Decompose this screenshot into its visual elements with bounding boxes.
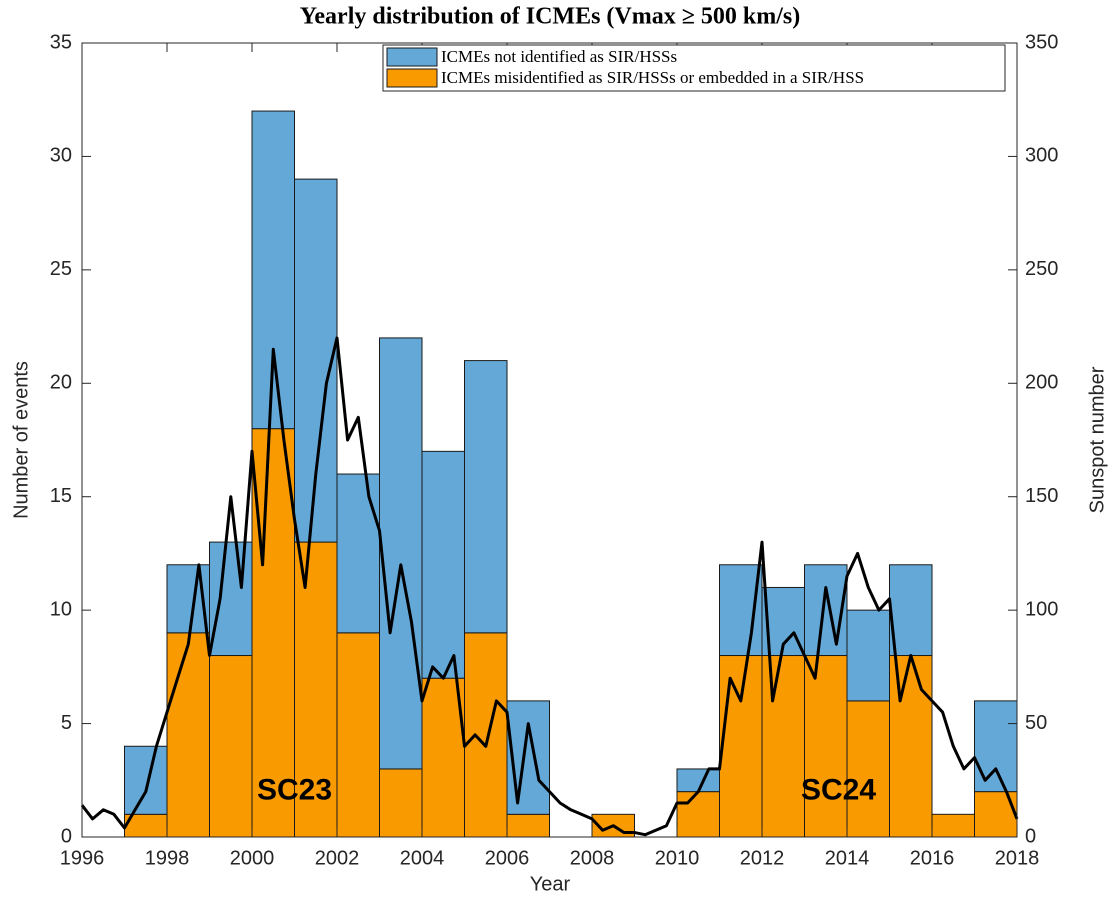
y2-tick-label: 0: [1025, 825, 1036, 847]
legend-label: ICMEs not identified as SIR/HSSs: [441, 47, 677, 66]
bar: [209, 655, 253, 838]
bar: [294, 541, 338, 838]
bar: [719, 564, 763, 657]
bar: [761, 655, 805, 838]
y-tick-label: 20: [50, 372, 72, 394]
bar: [464, 632, 508, 838]
bar: [336, 632, 380, 838]
x-tick-label: 2004: [400, 847, 445, 869]
bar: [846, 700, 890, 838]
chart-title: Yearly distribution of ICMEs (Vmax ≥ 500…: [300, 4, 801, 30]
x-tick-label: 2012: [740, 847, 785, 869]
y-tick-label: 15: [50, 485, 72, 507]
annotation: SC23: [257, 774, 332, 807]
bar: [846, 609, 890, 702]
y-axis-label: Number of events: [10, 361, 32, 519]
bar: [931, 813, 975, 838]
bar: [379, 768, 423, 838]
y-tick-label: 10: [50, 598, 72, 620]
bar: [804, 564, 848, 657]
legend-swatch: [386, 47, 438, 67]
legend-label: ICMEs misidentified as SIR/HSSs or embed…: [441, 68, 864, 87]
x-axis-label: Year: [530, 873, 571, 895]
y2-tick-label: 200: [1025, 372, 1058, 394]
y-tick-label: 5: [61, 712, 72, 734]
x-tick-label: 2014: [825, 847, 870, 869]
legend-box: [382, 44, 1006, 92]
x-tick-label: 2008: [570, 847, 615, 869]
x-tick-label: 1996: [60, 847, 105, 869]
bar: [804, 655, 848, 838]
bar: [251, 110, 295, 430]
y2-tick-label: 150: [1025, 485, 1058, 507]
y-tick-label: 30: [50, 145, 72, 167]
x-tick-label: 2006: [485, 847, 530, 869]
bar: [506, 700, 550, 815]
bar: [421, 450, 465, 679]
y2-axis-label: Sunspot number: [1086, 366, 1108, 513]
annotation: SC24: [801, 774, 876, 807]
x-tick-label: 2000: [230, 847, 275, 869]
x-tick-label: 2018: [995, 847, 1040, 869]
bar: [209, 541, 253, 657]
bar: [719, 655, 763, 838]
y-tick-label: 0: [61, 825, 72, 847]
bar: [974, 700, 1018, 793]
bar: [124, 745, 168, 815]
bar: [506, 813, 550, 838]
y2-tick-label: 250: [1025, 258, 1058, 280]
bar: [464, 360, 508, 634]
y2-tick-label: 100: [1025, 598, 1058, 620]
bar: [889, 655, 933, 838]
bar: [166, 632, 210, 838]
bar: [336, 473, 380, 634]
legend-swatch: [386, 68, 438, 88]
bar: [676, 791, 720, 838]
y-tick-label: 35: [50, 31, 72, 53]
axes-box: [81, 42, 1018, 838]
bar: [379, 337, 423, 770]
y2-tick-label: 50: [1025, 712, 1047, 734]
x-tick-label: 2016: [910, 847, 955, 869]
y2-tick-label: 350: [1025, 31, 1058, 53]
x-tick-label: 2002: [315, 847, 360, 869]
y2-tick-label: 300: [1025, 145, 1058, 167]
y-tick-label: 25: [50, 258, 72, 280]
x-tick-label: 1998: [145, 847, 190, 869]
x-tick-label: 2010: [655, 847, 700, 869]
sunspot-line: [80, 336, 1019, 837]
bar: [889, 564, 933, 657]
